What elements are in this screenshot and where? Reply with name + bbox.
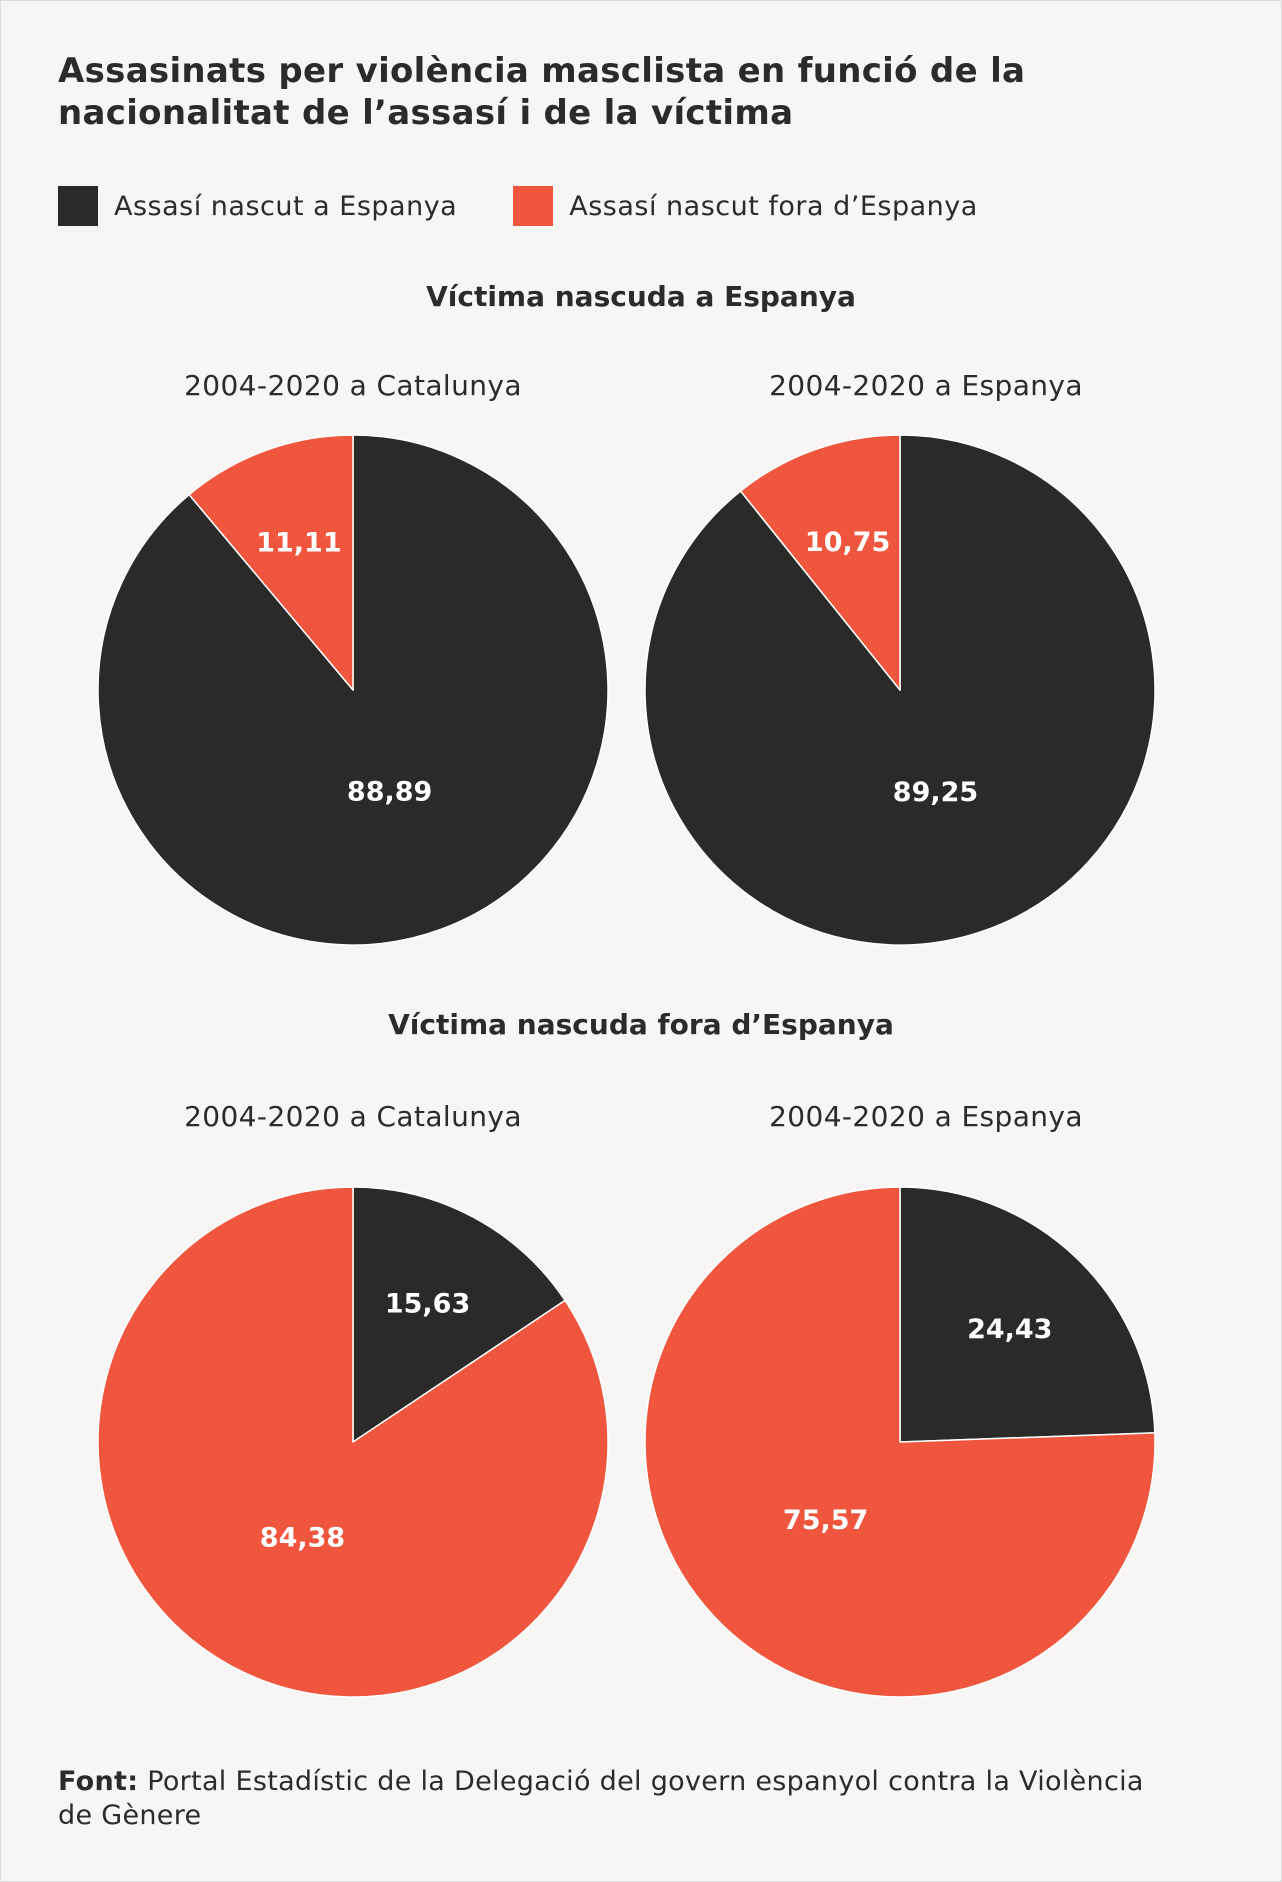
pie-title-3: 2004-2020 a Catalunya bbox=[184, 1100, 522, 1133]
pie-3-label-spain: 15,63 bbox=[385, 1289, 470, 1320]
pie-title-1: 2004-2020 a Catalunya bbox=[184, 369, 522, 402]
source-label: Font: bbox=[58, 1766, 139, 1797]
pie-4-slice-foreign bbox=[644, 1186, 1156, 1698]
legend-swatch-spain bbox=[58, 186, 98, 226]
source-text: Portal Estadístic de la Delegació del go… bbox=[58, 1766, 1144, 1831]
legend-item-spain: Assasí nascut a Espanya bbox=[58, 186, 457, 226]
pie-2-label-spain: 89,25 bbox=[893, 777, 978, 808]
section-title-victim-foreign: Víctima nascuda fora d’Espanya bbox=[388, 1008, 894, 1041]
source-note: Font: Portal Estadístic de la Delegació … bbox=[58, 1765, 1158, 1833]
legend-item-foreign: Assasí nascut fora d’Espanya bbox=[513, 186, 978, 226]
section-title-victim-spain: Víctima nascuda a Espanya bbox=[426, 280, 856, 313]
legend-label-foreign: Assasí nascut fora d’Espanya bbox=[569, 190, 978, 222]
pie-1-label-foreign: 11,11 bbox=[256, 527, 341, 558]
pie-title-4: 2004-2020 a Espanya bbox=[769, 1100, 1083, 1133]
pie-4-label-foreign: 75,57 bbox=[783, 1505, 868, 1536]
pie-2-slice-spain bbox=[644, 434, 1156, 946]
pie-4-label-spain: 24,43 bbox=[967, 1314, 1052, 1345]
pie-3-slice-foreign bbox=[97, 1186, 609, 1698]
pie-4-slice-spain bbox=[899, 1186, 1156, 1443]
pie-3-slice-spain bbox=[352, 1186, 566, 1443]
pie-1-label-spain: 88,89 bbox=[347, 777, 432, 808]
pie-2-slice-foreign bbox=[739, 434, 901, 691]
pie-3-label-foreign: 84,38 bbox=[260, 1522, 345, 1553]
chart-title: Assasinats per violència masclista en fu… bbox=[58, 51, 1026, 133]
pie-title-2: 2004-2020 a Espanya bbox=[769, 369, 1083, 402]
legend: Assasí nascut a Espanya Assasí nascut fo… bbox=[58, 186, 1034, 226]
pie-1-slice-foreign bbox=[188, 434, 354, 691]
legend-label-spain: Assasí nascut a Espanya bbox=[114, 190, 458, 222]
legend-swatch-foreign bbox=[513, 186, 554, 226]
pie-2-label-foreign: 10,75 bbox=[805, 527, 890, 558]
